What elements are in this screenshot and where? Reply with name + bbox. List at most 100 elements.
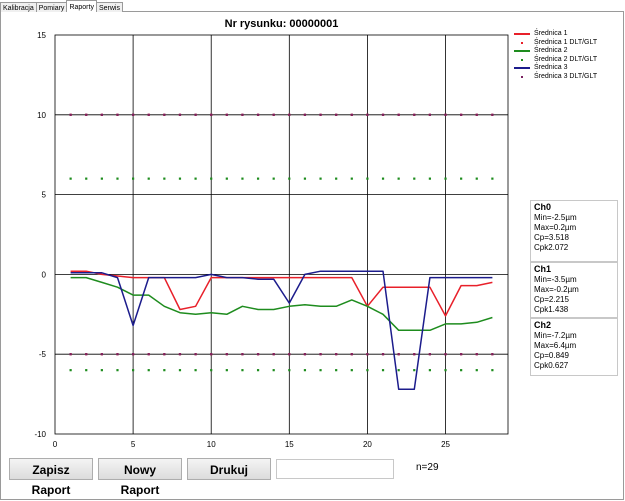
series-line-5: [70, 270, 493, 391]
legend-label: Średnica 1 DLT/GLT: [534, 38, 598, 46]
stats-min: Min=-3.5µm: [534, 275, 577, 284]
legend-line: [514, 47, 530, 55]
tolerance-point: [413, 353, 416, 356]
tab-kalibracja[interactable]: Kalibracja: [0, 2, 37, 12]
y-tick-label: 0: [42, 270, 47, 279]
y-tick-label: 5: [42, 191, 47, 200]
tab-serwis[interactable]: Serwis: [95, 2, 123, 12]
tolerance-point: [460, 177, 463, 180]
y-tick-label: 10: [37, 111, 46, 120]
stats-box-ch1: Ch1 Min=-3.5µm Max=-0.2µm Cp=2.215 Cpk1.…: [530, 262, 618, 318]
tolerance-point: [319, 353, 322, 356]
stats-title: Ch2: [534, 320, 552, 330]
legend-label: Średnica 3: [534, 64, 568, 72]
tolerance-point: [475, 177, 478, 180]
tolerance-point: [335, 113, 338, 116]
tolerance-point: [225, 113, 228, 116]
tolerance-point: [163, 113, 166, 116]
legend-line: [514, 64, 530, 72]
tolerance-point: [413, 113, 416, 116]
tolerance-point: [272, 353, 275, 356]
tolerance-point: [225, 177, 228, 180]
legend-item: Średnica 2 DLT/GLT: [510, 56, 622, 65]
tolerance-point: [381, 113, 385, 116]
tolerance-point: [475, 113, 478, 116]
print-button[interactable]: Drukuj: [187, 458, 271, 480]
tolerance-point: [350, 369, 353, 372]
tolerance-point: [241, 369, 244, 372]
tolerance-point: [256, 177, 260, 180]
tolerance-point: [100, 113, 103, 116]
sample-count: n=29: [416, 462, 439, 473]
tolerance-point: [163, 353, 166, 356]
legend-marker: [514, 39, 530, 47]
tolerance-point: [147, 113, 150, 116]
tolerance-point: [381, 353, 385, 356]
tolerance-point: [85, 177, 88, 180]
tolerance-point: [100, 177, 103, 180]
chart-title: Nr rysunku: 00000001: [225, 18, 339, 30]
tolerance-point: [225, 353, 228, 356]
tolerance-point: [194, 353, 197, 356]
tolerance-point: [366, 369, 369, 372]
stats-cp: Cp=0.849: [534, 351, 569, 360]
stats-max: Max=-0.2µm: [534, 285, 579, 294]
stats-min: Min=-7.2µm: [534, 331, 577, 340]
tolerance-point: [444, 177, 447, 180]
stats-cp: Cp=3.518: [534, 233, 569, 242]
measurement-chart: Nr rysunku: 00000001 0 5 10 15 20 25 -10 -5 0 5 10 1…: [34, 18, 509, 449]
legend-marker: [514, 73, 530, 81]
tolerance-point: [381, 177, 385, 180]
stats-cp: Cp=2.215: [534, 295, 569, 304]
tab-raporty[interactable]: Raporty: [66, 0, 97, 12]
save-report-button[interactable]: Zapisz Raport: [9, 458, 93, 497]
stats-min: Min=-2.5µm: [534, 213, 577, 222]
legend-label: Średnica 1: [534, 30, 568, 37]
tolerance-point: [428, 353, 431, 356]
tolerance-point: [366, 113, 369, 116]
tolerance-point: [460, 353, 463, 356]
tolerance-point: [350, 113, 353, 116]
y-tick-label: 15: [37, 31, 46, 40]
tolerance-point: [303, 113, 307, 116]
tolerance-point: [69, 113, 72, 116]
stats-cpk: Cpk0.627: [534, 361, 569, 370]
tolerance-point: [100, 353, 103, 356]
tolerance-point: [381, 369, 385, 372]
tolerance-point: [272, 113, 275, 116]
tolerance-point: [397, 353, 400, 356]
tab-strip: Kalibracja Pomiary Raporty Serwis: [0, 0, 123, 12]
report-name-field[interactable]: [276, 459, 394, 479]
tolerance-point: [428, 113, 431, 116]
x-tick-label: 15: [285, 440, 294, 449]
tolerance-point: [210, 353, 213, 356]
tolerance-point: [288, 353, 291, 356]
tolerance-point: [319, 113, 322, 116]
tolerance-point: [256, 369, 260, 372]
tolerance-point: [100, 369, 103, 372]
tolerance-point: [85, 353, 88, 356]
stats-cpk: Cpk2.072: [534, 243, 569, 252]
tolerance-point: [194, 177, 197, 180]
plot-frame: [54, 34, 509, 435]
tolerance-point: [85, 113, 88, 116]
tolerance-point: [350, 353, 353, 356]
tolerance-point: [241, 113, 244, 116]
tolerance-point: [116, 353, 119, 356]
tolerance-point: [491, 369, 494, 372]
tab-pomiary[interactable]: Pomiary: [35, 2, 68, 12]
tolerance-point: [178, 113, 182, 116]
y-tick-label: -5: [39, 350, 47, 359]
tolerance-point: [178, 369, 182, 372]
tolerance-point: [350, 177, 353, 180]
tolerance-point: [475, 369, 478, 372]
y-tick-label: -10: [34, 430, 46, 439]
tolerance-point: [210, 177, 213, 180]
new-report-button[interactable]: Nowy Raport: [98, 458, 182, 497]
legend-item: Średnica 1 DLT/GLT: [510, 39, 622, 48]
tolerance-point: [428, 369, 431, 372]
tolerance-point: [132, 369, 135, 372]
tolerance-point: [397, 369, 400, 372]
tolerance-point: [147, 177, 150, 180]
tolerance-point: [116, 369, 119, 372]
